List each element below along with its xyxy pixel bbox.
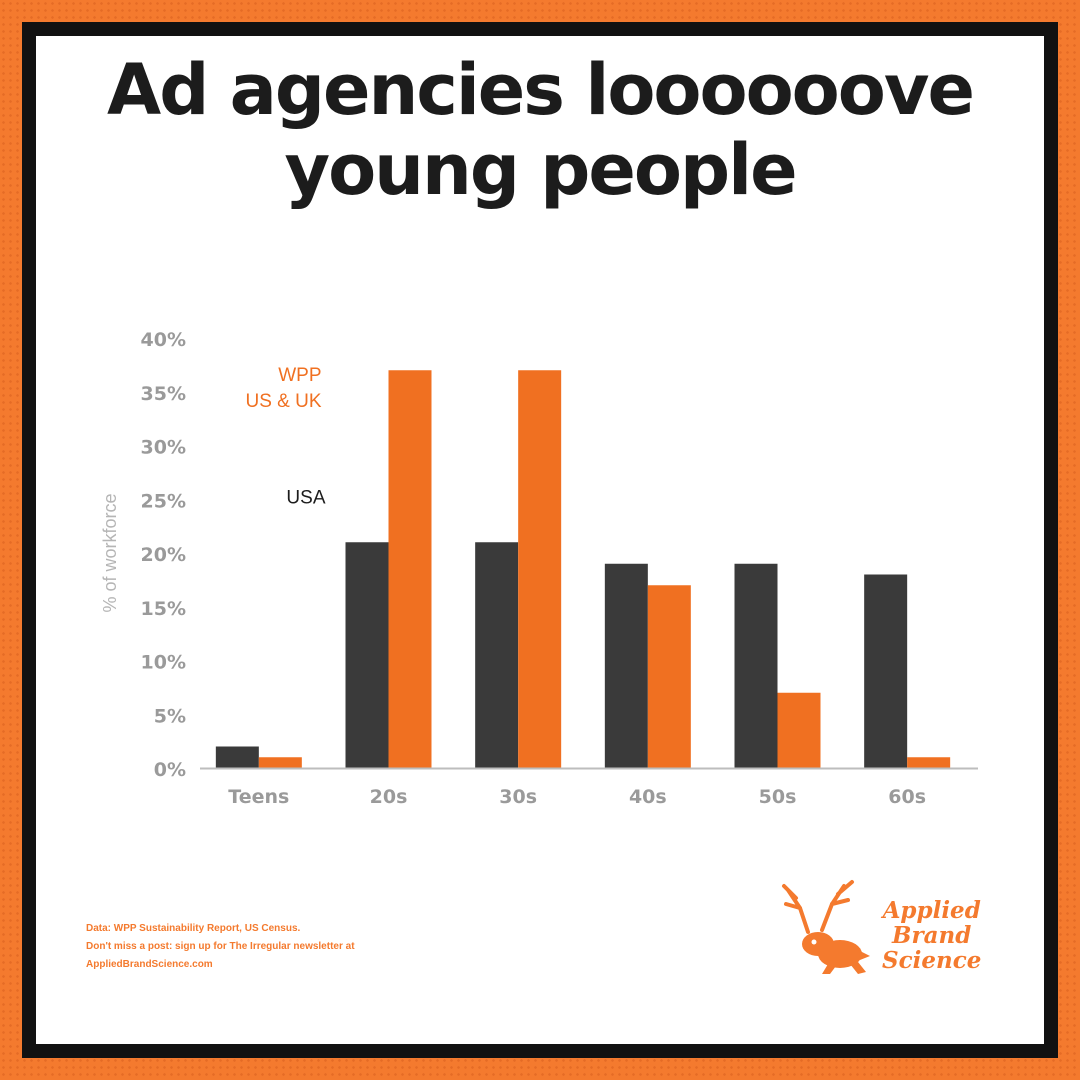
y-tick-label: 35% bbox=[141, 383, 186, 405]
series-label-usa: USA bbox=[286, 487, 325, 508]
bar-wpp-20s bbox=[388, 370, 432, 768]
title-line-1: Ad agencies loooooove bbox=[107, 49, 975, 131]
bar-wpp-30s bbox=[518, 370, 562, 768]
brand-logo: Applied Brand Science bbox=[770, 870, 981, 980]
x-tick-label: 50s bbox=[759, 786, 797, 808]
footnote-line-1: Data: WPP Sustainability Report, US Cens… bbox=[86, 923, 301, 934]
bar-usa-20s bbox=[345, 542, 389, 768]
bar-wpp-60s bbox=[907, 757, 951, 768]
y-tick-label: 10% bbox=[141, 652, 186, 674]
jackalope-icon bbox=[782, 880, 870, 974]
y-tick-label: 30% bbox=[141, 437, 186, 459]
x-tick-label: 40s bbox=[629, 786, 667, 808]
bar-wpp-40s bbox=[647, 585, 691, 768]
bar-usa-60s bbox=[864, 574, 908, 768]
logo-line-1: Applied bbox=[882, 897, 981, 924]
footnote: Data: WPP Sustainability Report, US Cens… bbox=[86, 920, 355, 974]
y-tick-label: 25% bbox=[141, 490, 186, 512]
footnote-line-3: AppliedBrandScience.com bbox=[86, 959, 213, 970]
x-tick-label: Teens bbox=[228, 786, 289, 808]
y-tick-label: 20% bbox=[141, 544, 186, 566]
title-line-2: young people bbox=[284, 129, 797, 211]
y-tick-label: 15% bbox=[141, 598, 186, 620]
page-title: Ad agencies loooooove young people bbox=[0, 50, 1080, 210]
bar-wpp-50s bbox=[777, 692, 821, 768]
y-tick-label: 40% bbox=[141, 329, 186, 351]
x-tick-label: 60s bbox=[888, 786, 926, 808]
footnote-line-2: Don't miss a post: sign up for The Irreg… bbox=[86, 941, 355, 952]
bar-usa-30s bbox=[475, 542, 519, 768]
bar-usa-40s bbox=[604, 563, 648, 768]
y-axis-label: % of workforce bbox=[100, 493, 120, 612]
bar-usa-50s bbox=[734, 563, 778, 768]
series-label-wpp: US & UK bbox=[245, 391, 321, 412]
logo-line-3: Science bbox=[882, 947, 982, 974]
logo-wordmark: Applied Brand Science bbox=[882, 898, 981, 973]
bar-usa-teens bbox=[215, 746, 259, 768]
bar-wpp-teens bbox=[258, 757, 302, 768]
series-label-wpp: WPP bbox=[278, 365, 321, 386]
y-tick-label: 5% bbox=[154, 705, 186, 727]
y-tick-label: 0% bbox=[154, 759, 186, 781]
logo-line-2: Brand bbox=[892, 922, 972, 949]
x-tick-label: 20s bbox=[370, 786, 408, 808]
x-tick-label: 30s bbox=[499, 786, 537, 808]
